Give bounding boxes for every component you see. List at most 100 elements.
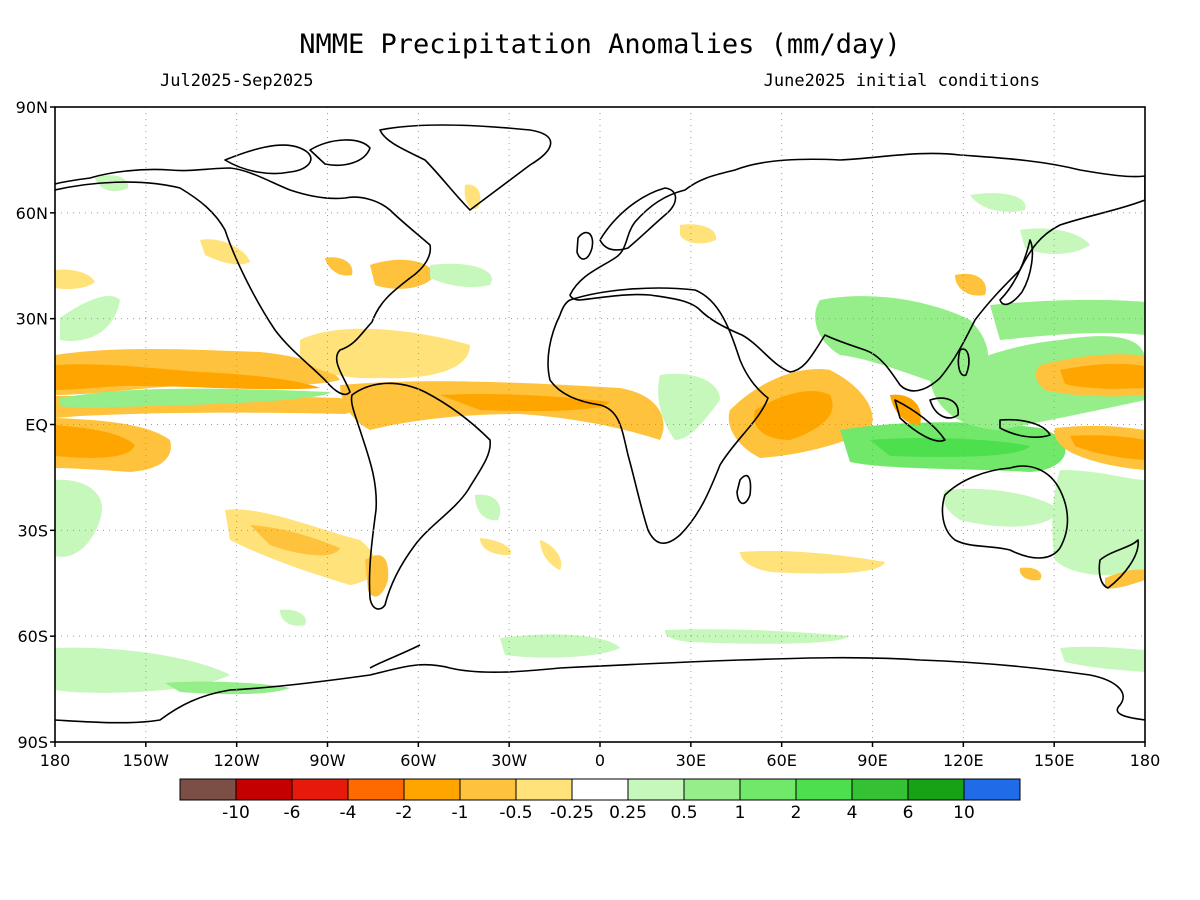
colorbar-swatch <box>627 778 685 801</box>
colorbar-label: -6 <box>284 803 301 823</box>
neg-anomaly <box>464 184 481 209</box>
colorbar-swatch <box>459 778 517 801</box>
colorbar-label: 4 <box>847 803 858 823</box>
lat-tick-label: 60N <box>16 204 48 223</box>
lat-tick-label: EQ <box>25 416 48 435</box>
colorbar-swatch <box>963 778 1021 801</box>
neg-anomaly <box>340 381 664 440</box>
coast-arctic-islands <box>309 139 371 166</box>
pos-anomaly <box>430 263 492 288</box>
lon-tick-label: 60W <box>400 751 436 770</box>
neg-anomaly <box>1019 567 1042 581</box>
colorbar-label: -0.25 <box>550 803 594 823</box>
colorbar-label: -2 <box>396 803 413 823</box>
coast-new-guinea <box>999 418 1051 438</box>
colorbar-swatch <box>179 778 237 801</box>
colorbar-swatch <box>683 778 741 801</box>
colorbar-swatch <box>907 778 965 801</box>
neg-anomaly <box>250 525 340 556</box>
lon-tick-label: 30E <box>676 751 706 770</box>
neg-anomaly <box>325 257 353 276</box>
pos-anomaly <box>870 438 1030 457</box>
neg-anomaly <box>200 239 250 265</box>
colorbar-swatch <box>403 778 461 801</box>
coast-sumatra <box>894 399 946 442</box>
colorbar-swatch <box>571 778 629 801</box>
pos-anomaly <box>95 175 129 192</box>
anomaly-field <box>55 175 1145 695</box>
neg-anomaly <box>480 538 511 556</box>
coast-borneo <box>929 397 959 419</box>
lon-tick-label: 180 <box>1130 751 1161 770</box>
neg-anomaly <box>740 550 885 574</box>
lon-tick-label: 60E <box>766 751 796 770</box>
coast-antarctica <box>55 656 1145 724</box>
colorbar-label: 1 <box>735 803 746 823</box>
pos-anomaly <box>55 647 230 693</box>
coast-australia <box>941 465 1069 559</box>
neg-anomaly <box>540 540 562 570</box>
lon-tick-label: 0 <box>595 751 605 770</box>
lon-tick-label: 90W <box>309 751 345 770</box>
pos-anomaly <box>55 479 102 557</box>
coast-south-america <box>350 382 491 610</box>
neg-anomaly <box>890 394 921 425</box>
coast-greenland <box>379 124 552 211</box>
pos-anomaly <box>280 609 306 626</box>
colorbar-swatch <box>347 778 405 801</box>
pos-anomaly <box>990 299 1145 340</box>
coast-arctic-islands <box>224 144 312 175</box>
init-label: June2025 initial conditions <box>764 71 1040 91</box>
neg-anomaly <box>300 328 470 379</box>
neg-anomaly <box>55 269 95 290</box>
longitude-axis: 180 150W 120W 90W 60W 30W 0 30E 60E 90E 120E 150E 18… <box>40 742 1161 770</box>
colorbar: -10 -6 -4 -2 -1 -0.5 -0.25 0.25 0.5 1 2 4 6 10 <box>179 778 1021 823</box>
colorbar-swatch <box>515 778 573 801</box>
pos-anomaly <box>815 296 989 390</box>
colorbar-swatch <box>851 778 909 801</box>
colorbar-label: -1 <box>452 803 469 823</box>
colorbar-label: 0.5 <box>670 803 697 823</box>
pos-anomaly <box>658 373 720 440</box>
pos-anomaly <box>1020 228 1090 254</box>
lon-tick-label: 180 <box>40 751 71 770</box>
lat-tick-label: 60S <box>17 627 48 646</box>
chart-title: NMME Precipitation Anomalies (mm/day) <box>299 29 900 60</box>
lon-tick-label: 150W <box>123 751 170 770</box>
colorbar-swatch <box>291 778 349 801</box>
map-area <box>55 107 1145 742</box>
coast-north-america <box>55 167 432 396</box>
lat-tick-label: 30S <box>17 521 48 540</box>
period-label: Jul2025-Sep2025 <box>160 71 314 91</box>
colorbar-label: 6 <box>903 803 914 823</box>
colorbar-label: 0.25 <box>609 803 647 823</box>
lon-tick-label: 120E <box>943 751 984 770</box>
pos-anomaly <box>60 388 330 408</box>
lon-tick-label: 150E <box>1034 751 1075 770</box>
neg-anomaly <box>955 273 986 296</box>
neg-anomaly <box>440 393 610 412</box>
neg-anomaly <box>754 390 833 440</box>
lon-tick-label: 30W <box>491 751 527 770</box>
pos-anomaly <box>165 681 290 695</box>
coast-madagascar <box>736 474 752 505</box>
pos-anomaly <box>500 634 620 658</box>
neg-anomaly <box>365 555 389 597</box>
neg-anomaly <box>1070 435 1145 460</box>
coast-uk <box>576 231 594 260</box>
colorbar-label: -4 <box>340 803 357 823</box>
neg-anomaly <box>55 364 320 390</box>
coast-scandinavia <box>599 187 677 251</box>
pos-anomaly <box>475 494 501 521</box>
lon-tick-label: 120W <box>213 751 260 770</box>
neg-anomaly <box>1105 569 1145 589</box>
colorbar-label: -0.5 <box>499 803 532 823</box>
pos-anomaly <box>970 193 1026 212</box>
latitude-axis: 90N 60N 30N EQ 30S 60S 90S <box>16 98 55 752</box>
neg-anomaly <box>1060 363 1145 389</box>
coast-philippines <box>957 348 970 377</box>
lat-tick-label: 90N <box>16 98 48 117</box>
lon-tick-label: 90E <box>857 751 887 770</box>
lat-tick-label: 30N <box>16 310 48 329</box>
